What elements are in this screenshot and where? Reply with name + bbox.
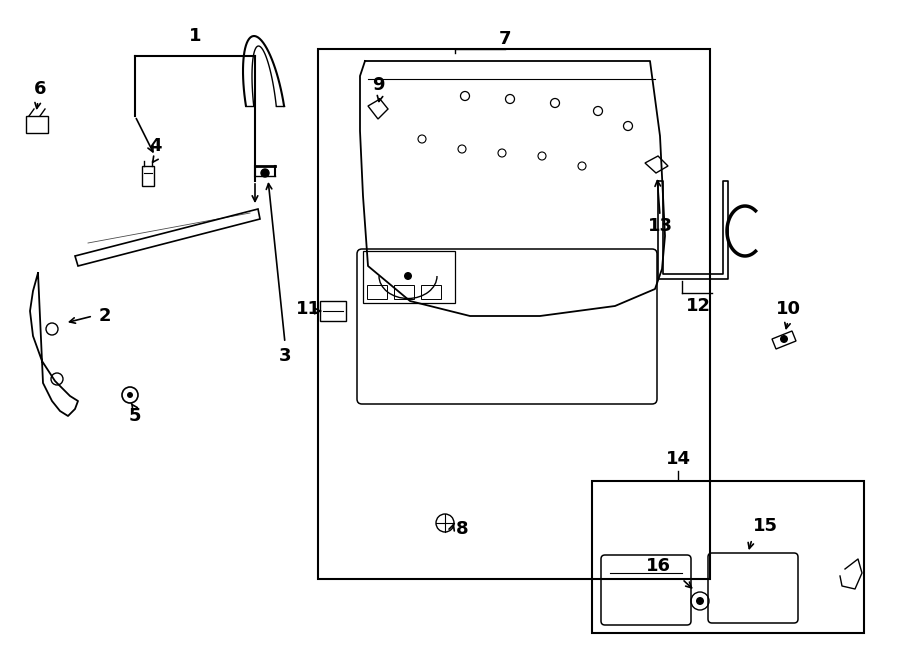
Bar — [363, 251, 455, 303]
Circle shape — [127, 392, 133, 398]
Bar — [142, 166, 154, 186]
Text: 10: 10 — [776, 300, 800, 318]
Bar — [421, 285, 441, 299]
Bar — [26, 116, 48, 133]
Bar — [394, 285, 414, 299]
Text: 8: 8 — [455, 520, 468, 538]
Text: 6: 6 — [34, 80, 46, 98]
Circle shape — [780, 335, 788, 343]
Text: 5: 5 — [129, 407, 141, 425]
Circle shape — [696, 597, 704, 605]
Text: 14: 14 — [665, 450, 690, 468]
Text: 7: 7 — [499, 30, 511, 48]
Bar — [318, 49, 710, 579]
Text: 15: 15 — [752, 517, 778, 535]
Circle shape — [404, 272, 412, 280]
Text: 11: 11 — [295, 300, 320, 318]
Text: 2: 2 — [99, 307, 112, 325]
Bar — [592, 481, 864, 633]
Text: 9: 9 — [372, 76, 384, 94]
Text: 4: 4 — [148, 137, 161, 155]
Text: 16: 16 — [645, 557, 670, 575]
Text: 12: 12 — [686, 297, 710, 315]
Bar — [367, 285, 387, 299]
Circle shape — [261, 169, 269, 177]
Text: 13: 13 — [647, 217, 672, 235]
Text: 1: 1 — [189, 27, 202, 45]
Bar — [320, 301, 346, 321]
Text: 3: 3 — [279, 347, 292, 365]
